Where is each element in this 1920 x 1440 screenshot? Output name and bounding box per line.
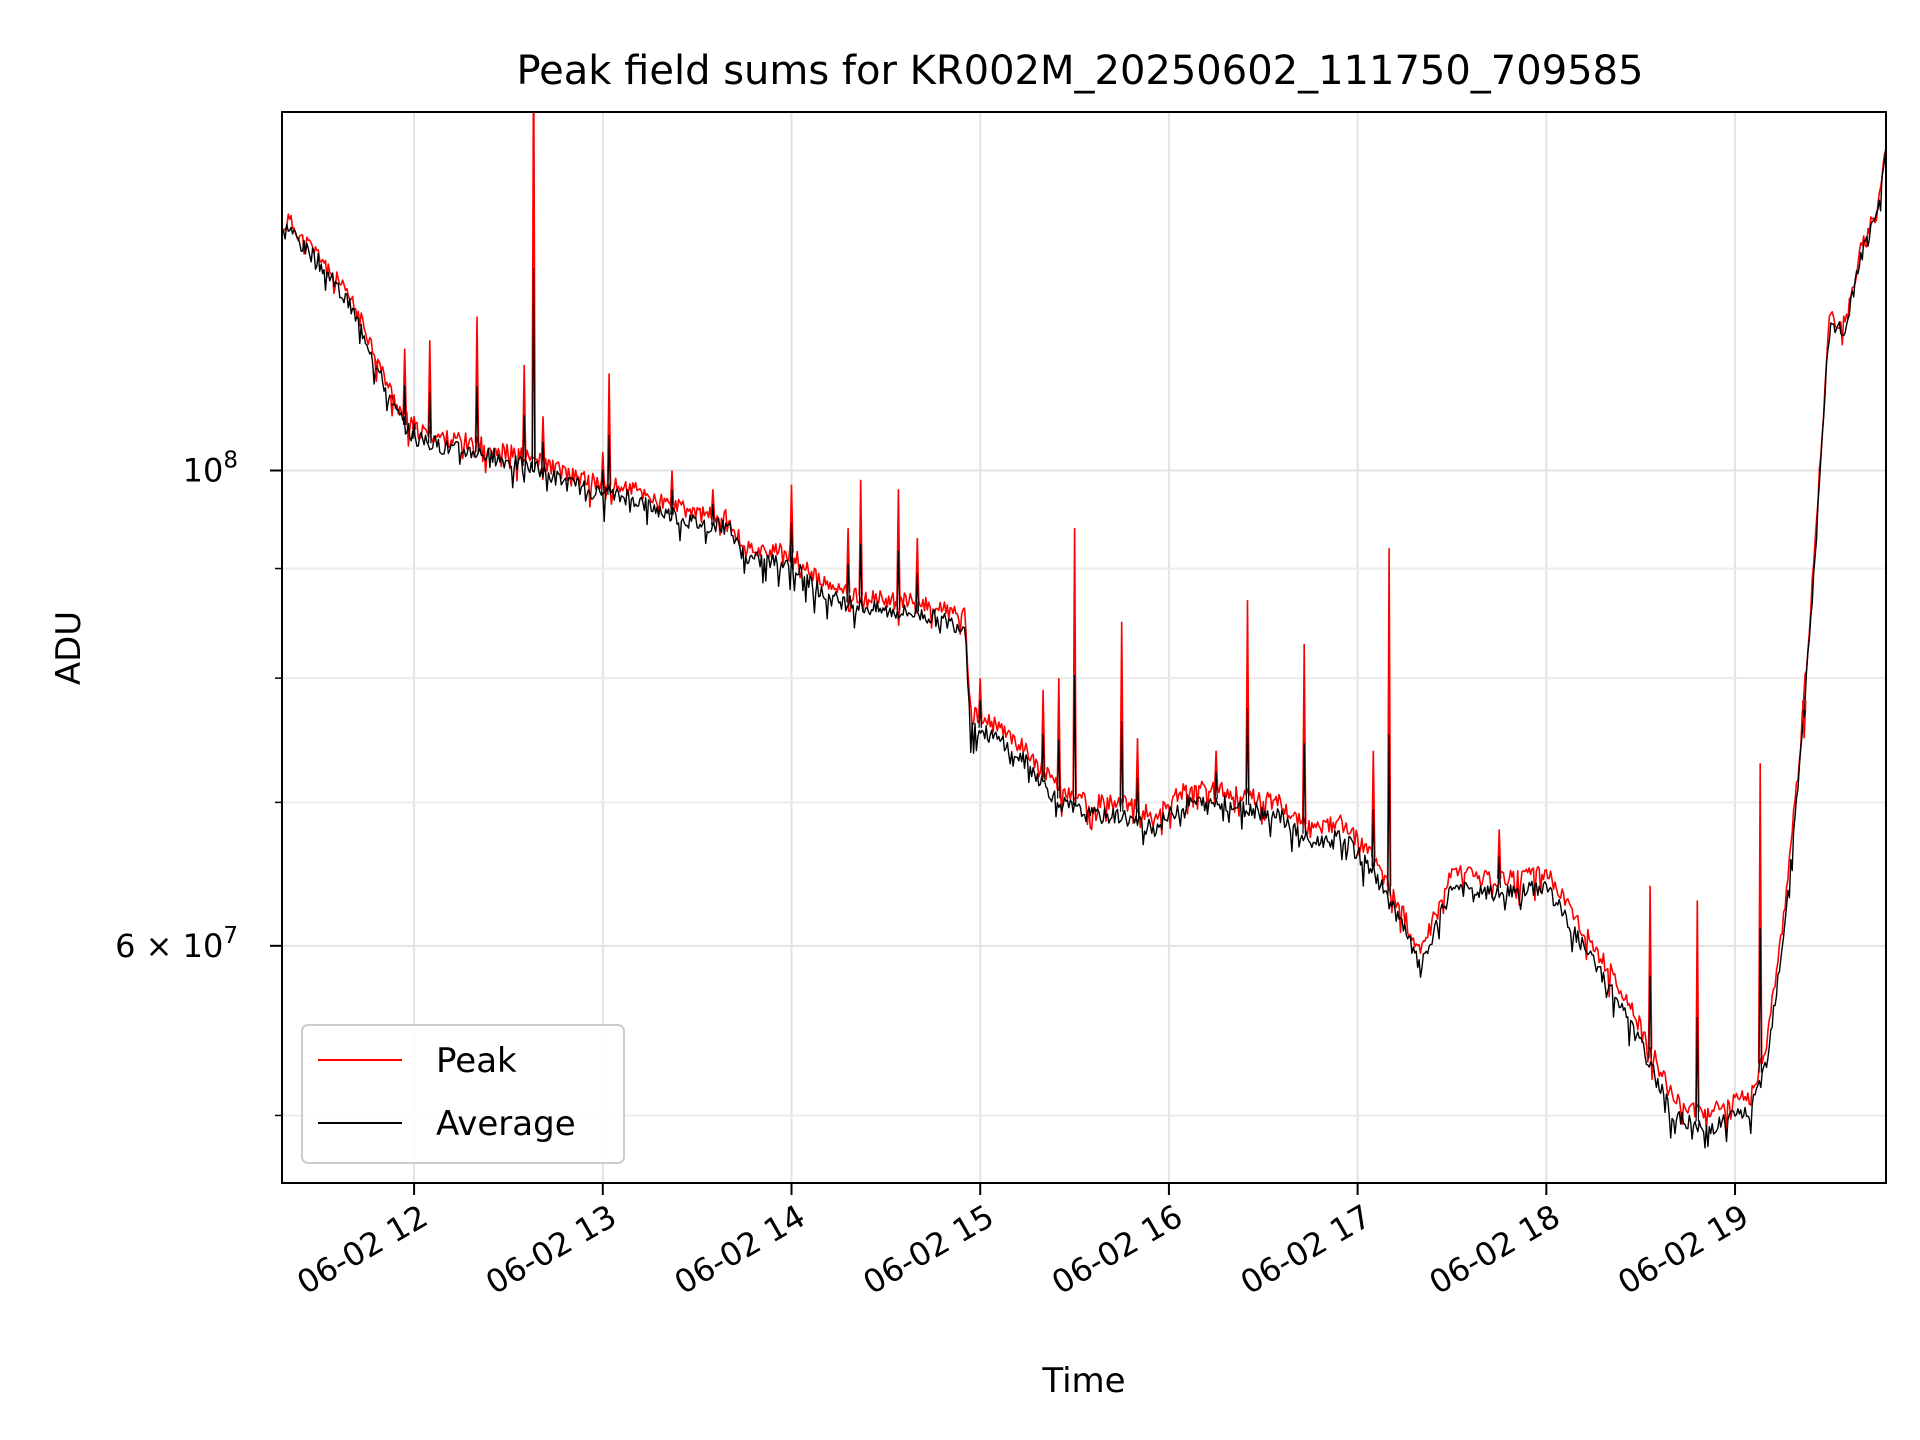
y-tick-label: 108 [183,447,238,489]
plot-frame [281,111,1887,1184]
legend: Peak Average [301,1024,625,1164]
peak-spike [1647,885,1653,1050]
legend-label-average: Average [436,1104,576,1144]
peak-spike [915,537,920,603]
average-spike [1758,928,1762,1073]
peak-spike [896,489,901,602]
peak-spike [1135,738,1140,810]
peak-spike [1371,750,1376,858]
peak-spike [789,484,794,554]
average-spike [531,267,536,469]
average-spike [1135,777,1140,819]
series-line-average [282,145,1886,1149]
peak-spike [1072,528,1077,796]
average-spike [1497,856,1501,888]
peak-spike [858,479,863,596]
grid [282,112,1886,1183]
peak-spike [1695,900,1700,1113]
peak-spike [402,348,407,416]
peak-spike [845,528,851,593]
average-spike [789,522,794,563]
average-spike [1119,721,1124,812]
average-spike [978,700,982,728]
peak-spike [1056,678,1062,790]
average-spike [541,441,545,472]
peak-spike [977,678,983,719]
average-spike [1072,675,1077,806]
average-spike [1057,739,1061,799]
average-spike [522,415,526,467]
average-spike [475,386,479,453]
average-spike [670,489,674,515]
peak-spike [521,364,527,457]
average-spike [1648,975,1652,1059]
legend-label-peak: Peak [436,1041,517,1081]
peak-spike [669,470,675,506]
average-spike [858,543,863,606]
average-spike [428,391,432,444]
average-spike [412,423,416,439]
peak-spike [540,416,546,463]
average-spike [374,367,379,370]
y-axis-label: ADU [49,611,89,685]
peak-spike [427,340,433,435]
peak-spike [389,395,395,417]
average-spike [1041,733,1045,780]
peak-spike [710,489,716,516]
average-spike [1302,743,1306,834]
average-spike [1802,709,1806,718]
average-spike [1214,771,1218,799]
peak-spike [1213,750,1219,790]
peak-spike [1245,600,1250,796]
peak-spike [531,112,536,460]
average-spike [711,503,715,526]
average-spike [607,434,611,495]
peak-spike [1386,548,1392,887]
peak-spike [1301,643,1307,825]
peak-spike [411,416,417,430]
peak-spike [1757,763,1763,1064]
y-axis: 108 6 × 107 [115,447,282,1117]
peak-spike [600,452,606,485]
average-spike [402,385,407,425]
x-axis-label: Time [1041,1361,1125,1401]
y-tick-label: 6 × 107 [115,923,238,965]
peak-spike [374,358,379,382]
average-spike [1371,809,1376,867]
average-spike [1387,734,1391,896]
peak-spike [1040,689,1046,770]
average-spike [601,469,605,494]
average-spike [1245,707,1250,806]
average-spike [846,563,850,603]
average-spike [915,573,920,612]
chart-title: Peak field sums for KR002M_20250602_1117… [516,48,1643,94]
peak-spike [474,316,480,444]
average-spike [896,550,901,611]
average-spike [1695,1016,1700,1122]
peak-spike [1496,829,1502,879]
peak-spike [1119,621,1124,803]
plot-data [282,112,1886,1149]
series-line-peak [282,149,1886,1133]
peak-spike [606,373,612,486]
